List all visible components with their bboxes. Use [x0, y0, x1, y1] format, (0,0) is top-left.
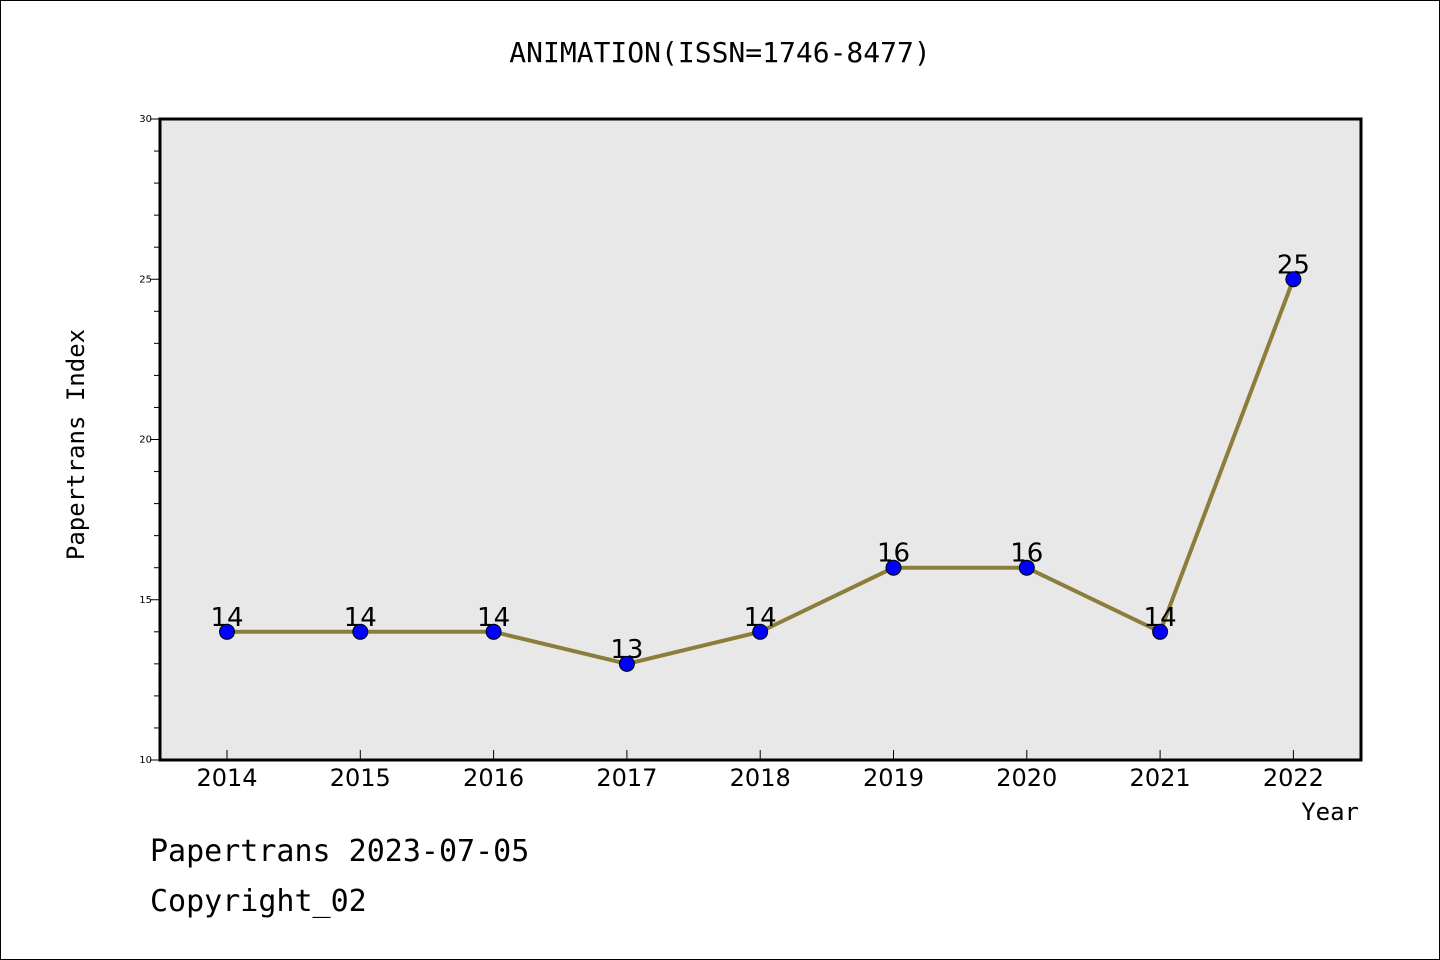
- x-tick-label: 2020: [996, 764, 1057, 792]
- x-tick-label: 2016: [463, 764, 524, 792]
- x-tick-label: 2021: [1130, 764, 1191, 792]
- data-point: [618, 655, 635, 672]
- data-point: [1152, 623, 1169, 640]
- data-point: [485, 623, 502, 640]
- y-axis-label: Papertrans Index: [62, 329, 90, 560]
- data-point: [352, 623, 369, 640]
- y-tick-label: 30: [139, 114, 152, 125]
- x-tick-label: 2017: [596, 764, 657, 792]
- y-tick-label: 20: [139, 435, 152, 446]
- data-point: [752, 623, 769, 640]
- y-tick-label: 15: [139, 595, 152, 606]
- x-tick-label: 2015: [330, 764, 391, 792]
- y-tick-label: 10: [139, 755, 152, 766]
- x-tick-label: 2019: [863, 764, 924, 792]
- footer-copyright: Copyright_02: [150, 884, 367, 919]
- data-point: [1018, 559, 1035, 576]
- x-axis-label: Year: [1301, 798, 1359, 826]
- chart-title: ANIMATION(ISSN=1746-8477): [509, 36, 931, 69]
- x-tick-label: 2014: [196, 764, 257, 792]
- y-tick-label: 25: [139, 274, 152, 285]
- x-tick-label: 2022: [1263, 764, 1324, 792]
- footer-date: Papertrans 2023-07-05: [150, 834, 530, 869]
- x-tick-label: 2018: [730, 764, 791, 792]
- data-point: [885, 559, 902, 576]
- data-point: [219, 623, 235, 640]
- plot-area: [158, 117, 1363, 762]
- data-point: [1285, 271, 1302, 288]
